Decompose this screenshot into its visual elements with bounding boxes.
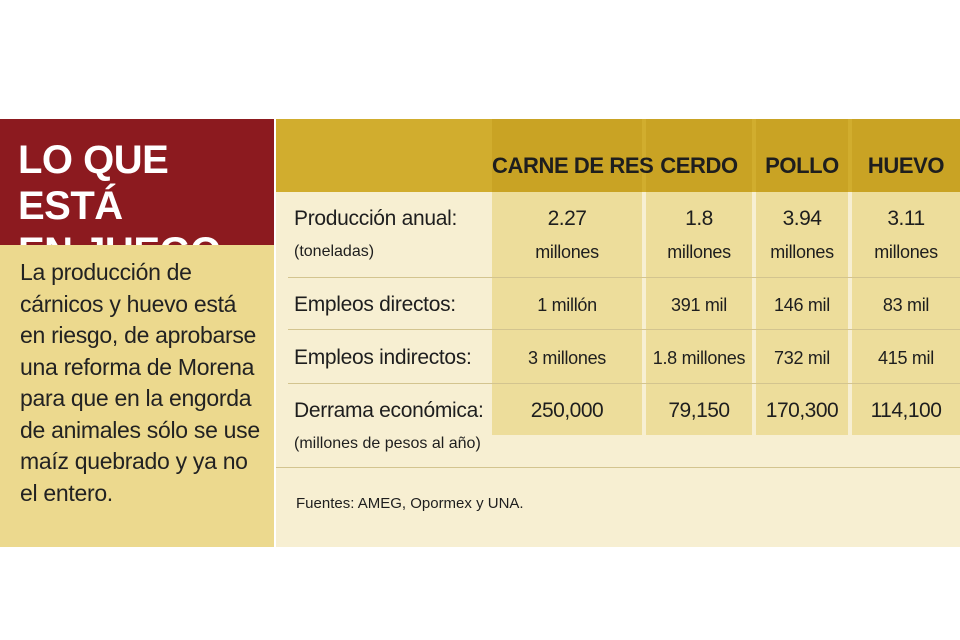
left-panel: LO QUE ESTÁ EN JUEGO La producción de cá… [0,119,274,547]
description-line: cárnicos y huevo está [20,290,237,317]
column-header-pollo: POLLO [765,153,839,178]
cell-produccion-huevo: 3.11 [887,207,925,230]
row-divider [276,467,960,468]
description-text: La producción de cárnicos y huevo está e… [20,257,270,509]
cell-indirectos-cerdo: 1.8 millones [652,348,746,368]
description-box: La producción de cárnicos y huevo está e… [0,245,274,547]
description-line: maíz quebrado y ya no [20,448,248,474]
description-line: el entero. [20,479,113,506]
title-box: LO QUE ESTÁ EN JUEGO [0,119,274,274]
cell-indirectos-res: 3 millones [527,348,607,368]
headline-line-1: LO QUE ESTÁ [18,138,169,228]
cell-directos-cerdo: 391 mil [671,295,727,315]
cell-produccion-pollo-unit: millones [770,242,834,262]
description-line: en riesgo, de aprobarse [20,322,257,348]
cell-derrama-cerdo: 79,150 [668,399,730,422]
cell-produccion-cerdo-unit: millones [667,242,731,262]
description-line: de animales sólo se use [20,416,260,443]
cell-indirectos-huevo: 415 mil [878,348,934,368]
cell-directos-pollo: 146 mil [774,295,830,315]
sources-note: Fuentes: AMEG, Opormex y UNA. [296,495,524,512]
row-divider [288,329,960,330]
cell-directos-huevo: 83 mil [882,295,930,315]
cell-indirectos-pollo: 732 mil [774,348,830,368]
column-header-background [852,119,960,192]
cell-directos-res: 1 millón [537,295,597,315]
column-header-background [646,119,752,192]
cell-produccion-res: 2.27 [547,207,587,230]
column-header-huevo: HUEVO [867,153,945,178]
cell-derrama-huevo: 114,100 [870,399,942,422]
column-header-cerdo: CERDO [660,153,738,178]
cell-derrama-res: 250,000 [530,399,604,422]
data-table: CARNE DE RES CERDO POLLO HUEVO Producció… [276,119,960,547]
description-line: una reforma de Morena [20,353,255,380]
row-sublabel-produccion: (toneladas) [294,243,375,260]
column-header-background [492,119,642,192]
row-label-produccion: Producción anual: [294,207,458,230]
row-divider [288,277,960,278]
row-divider [288,383,960,384]
cell-produccion-cerdo: 1.8 [685,207,713,230]
row-label-derrama: Derrama económica: [294,399,484,422]
description-line: para que en la engorda [20,385,252,411]
column-header-carne-de-res: CARNE DE RES [492,153,654,178]
row-sublabel-derrama: (millones de pesos al año) [294,435,481,452]
infographic: LO QUE ESTÁ EN JUEGO La producción de cá… [0,119,960,547]
cell-produccion-res-unit: millones [535,242,599,262]
row-label-empleos-indirectos: Empleos indirectos: [294,346,472,369]
cell-derrama-pollo: 170,300 [765,399,839,422]
row-label-empleos-directos: Empleos directos: [294,293,456,316]
column-header-background [756,119,848,192]
cell-produccion-huevo-unit: millones [874,242,938,262]
cell-produccion-pollo: 3.94 [782,207,822,230]
description-line: La producción de [20,259,192,285]
